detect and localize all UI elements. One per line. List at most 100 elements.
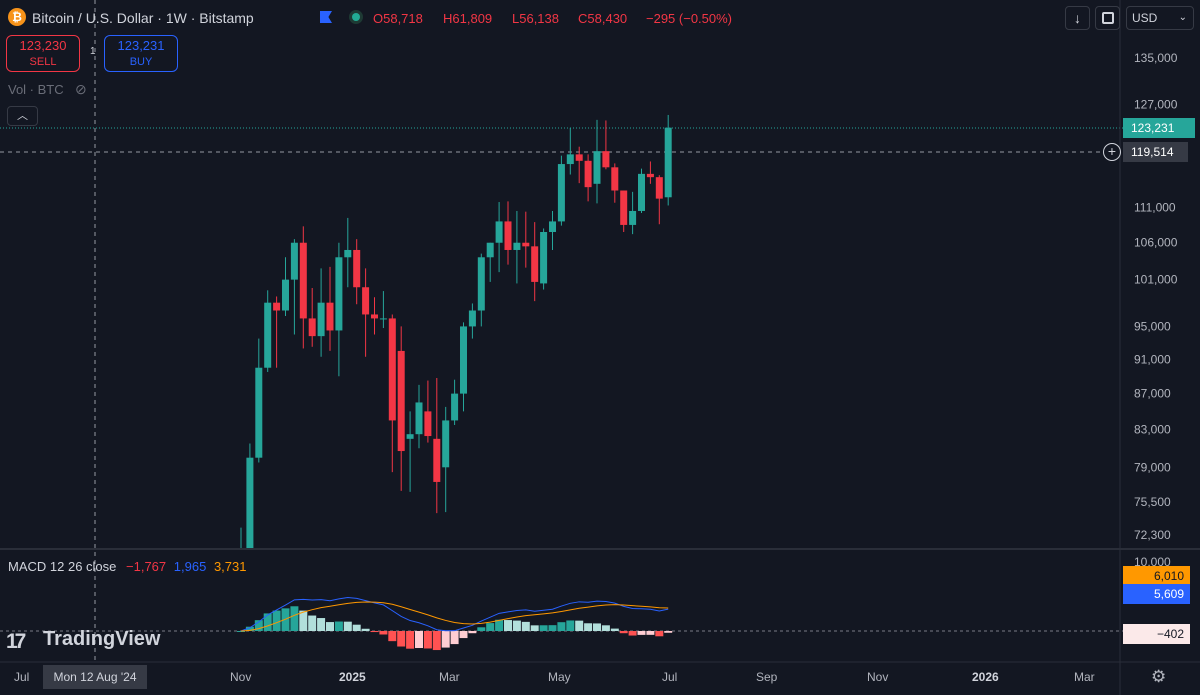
settings-gear-icon[interactable]: ⚙	[1151, 667, 1167, 686]
macd-hist-bar	[486, 623, 495, 631]
macd-hist-bar	[495, 619, 504, 631]
time-label: Sep	[756, 670, 778, 684]
flag-icon[interactable]	[320, 11, 332, 23]
macd-hist-bar	[334, 621, 343, 631]
candle	[566, 127, 574, 175]
macd-hist-bar	[646, 631, 655, 635]
candle	[406, 411, 414, 492]
candle-body	[575, 154, 583, 161]
macd-hist-bar	[557, 622, 566, 631]
candle-body	[531, 246, 539, 282]
candle	[282, 257, 289, 317]
candle	[629, 191, 637, 235]
macd-hist-bar	[317, 618, 326, 631]
candle-body	[308, 318, 316, 337]
macd-hist-bar	[397, 631, 406, 647]
macd-hist-tag: −402	[1123, 624, 1190, 644]
ohlc-change: −295 (−0.50%)	[646, 11, 733, 26]
scroll-down-button[interactable]: ↓	[1065, 6, 1090, 30]
candle-body	[255, 367, 263, 458]
ohlc-low: L56,138	[512, 11, 559, 26]
price-tick-label: 10,000	[1134, 555, 1171, 569]
candle-body	[406, 434, 414, 439]
macd-signal-tag: 6,010	[1123, 566, 1190, 586]
collapse-legend-button[interactable]: ︿	[7, 106, 38, 126]
time-label: Nov	[230, 670, 252, 684]
candle	[335, 242, 343, 377]
candle-body	[273, 302, 281, 311]
candle-body	[477, 257, 485, 311]
buy-button[interactable]: 123,231 BUY	[104, 35, 178, 72]
macd-hist-bar	[628, 631, 637, 636]
candles-group	[240, 114, 672, 548]
candle	[495, 202, 503, 273]
candle	[424, 380, 432, 443]
macd-pane	[237, 597, 673, 651]
macd-hist-bar	[245, 626, 254, 631]
time-label: 2026	[972, 670, 999, 684]
sell-price: 123,230	[19, 38, 67, 53]
macd-hist-bar	[290, 606, 299, 631]
volume-label[interactable]: Vol · BTC	[8, 82, 64, 97]
price-axis: 135,000 127,000 111,000 106,000 101,000 95,00…	[1134, 51, 1178, 569]
candle-body	[513, 242, 521, 250]
candle-body	[353, 249, 361, 288]
macd-hist-bar	[379, 631, 388, 635]
price-tick-label: 106,000	[1134, 236, 1178, 250]
candle	[655, 175, 663, 225]
candle-body	[299, 242, 307, 319]
currency-select[interactable]: USD ⌄	[1126, 6, 1194, 30]
candle-body	[664, 127, 672, 198]
price-tick-label: 75,500	[1134, 495, 1171, 509]
candle-body	[397, 350, 405, 452]
macd-legend[interactable]: MACD 12 26 close −1,767 1,965 3,731	[8, 559, 246, 574]
watermark-text: TradingView	[43, 628, 161, 650]
add-alert-button[interactable]: +	[1103, 143, 1121, 161]
eye-hidden-icon[interactable]: ⊘	[75, 81, 87, 97]
candle	[522, 211, 530, 268]
candle	[442, 406, 450, 513]
candle	[308, 288, 316, 347]
candle-body	[317, 302, 325, 337]
candle-body	[638, 173, 645, 211]
macd-hist-bar	[593, 623, 601, 631]
candle	[433, 377, 441, 514]
candle-body	[495, 221, 503, 243]
time-label: 2025	[339, 670, 366, 684]
candle-body	[290, 242, 298, 280]
macd-hist-bar	[299, 610, 308, 631]
symbol-title[interactable]: Bitcoin / U.S. Dollar · 1W · Bitstamp	[32, 10, 254, 26]
candle	[646, 161, 654, 184]
sell-button[interactable]: 123,230 SELL	[6, 35, 80, 72]
candle	[240, 527, 242, 548]
macd-hist-bar	[655, 631, 664, 637]
candle-body	[433, 438, 441, 482]
macd-hist-bar	[566, 620, 575, 631]
macd-hist-bar	[432, 631, 441, 651]
candle-body	[362, 287, 370, 315]
candle-body	[655, 177, 663, 199]
time-label: Mar	[1074, 670, 1095, 684]
macd-hist-bar	[459, 631, 468, 639]
candle-body	[566, 154, 574, 165]
price-tick-label: 79,000	[1134, 460, 1171, 474]
candle	[290, 239, 298, 335]
macd-hist-bar	[343, 621, 352, 631]
macd-line-value: 1,965	[173, 559, 207, 574]
candle	[344, 217, 352, 288]
spread-value: 1	[90, 46, 96, 57]
candle-body	[326, 302, 334, 331]
macd-line	[240, 597, 669, 632]
candle	[602, 120, 610, 170]
macd-hist-bar	[539, 625, 548, 631]
candle	[540, 228, 548, 290]
fullscreen-button[interactable]	[1095, 6, 1120, 30]
candle-body	[646, 173, 654, 178]
candle-body	[282, 279, 289, 311]
candle	[504, 201, 512, 265]
sell-label: SELL	[29, 56, 57, 68]
candle	[593, 119, 601, 204]
candle	[477, 253, 485, 327]
macd-hist-bar	[504, 620, 512, 631]
